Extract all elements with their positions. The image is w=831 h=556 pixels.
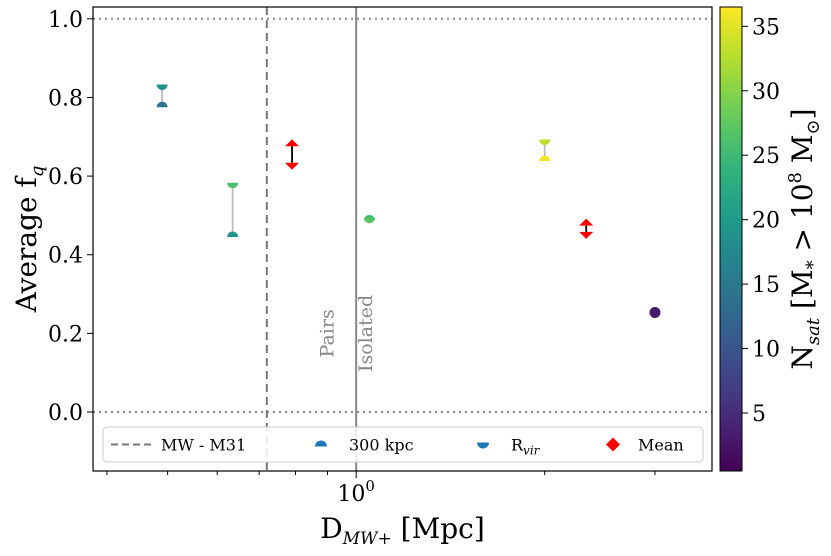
annotation-isolated: Isolated [355,295,377,372]
colorbar-tick-label: 30 [752,80,780,105]
colorbar-tick-label: 20 [752,209,780,234]
y-tick-label: 0.0 [48,401,83,426]
marker-300kpc [156,101,168,108]
colorbar-label: Nsat [M* > 108 M⊙] [785,108,824,369]
colorbar-tick-label: 35 [752,15,780,40]
legend-label: 300 kpc [349,436,414,455]
marker-300kpc [227,231,239,238]
marker-rvir [363,217,375,224]
y-tick-label: 0.8 [48,86,83,111]
y-axis-label: Average fq [10,166,48,314]
colorbar-tick-label: 10 [752,338,780,363]
marker-300kpc [539,155,551,162]
data-points [156,84,661,319]
marker-rvir [539,139,551,146]
x-tick-label: 100 [337,477,375,507]
colorbar-tick-label: 25 [752,144,780,169]
legend-300kpc-swatch [315,440,327,447]
y-tick-label: 1.0 [48,8,83,33]
plot-area: Pairs Isolated 0.0 0.2 0.4 0.6 0.8 1.0 100 DMW+ [… [10,6,713,549]
legend: MW - M31 300 kpc Rvir Mean [102,426,704,463]
colorbar: 5 10 15 20 25 30 35 Nsat [M* > 108 M⊙] [719,6,824,472]
legend-label: Rvir [511,436,541,458]
y-tick-label: 0.6 [48,165,83,190]
legend-mean-swatch [606,437,620,452]
marker-rvir [227,182,239,189]
full-marker [649,307,661,319]
mean-marker-lower [285,162,300,170]
mean-marker-upper [579,218,594,226]
legend-label: MW - M31 [161,436,246,455]
legend-box [102,426,704,463]
annotation-pairs: Pairs [316,309,338,357]
plot-frame [92,6,713,472]
mean-marker-upper [285,139,300,147]
colorbar-gradient [719,6,743,472]
marker-rvir [156,84,168,90]
legend-rvir-swatch [477,442,489,449]
colorbar-tick-label: 15 [752,273,780,298]
x-axis-label: DMW+ [Mpc] [320,512,485,549]
colorbar-tick-label: 5 [752,402,766,427]
mean-marker-lower [579,231,594,239]
y-tick-label: 0.2 [48,322,83,347]
y-tick-label: 0.4 [48,244,83,269]
legend-label: Mean [638,436,684,455]
